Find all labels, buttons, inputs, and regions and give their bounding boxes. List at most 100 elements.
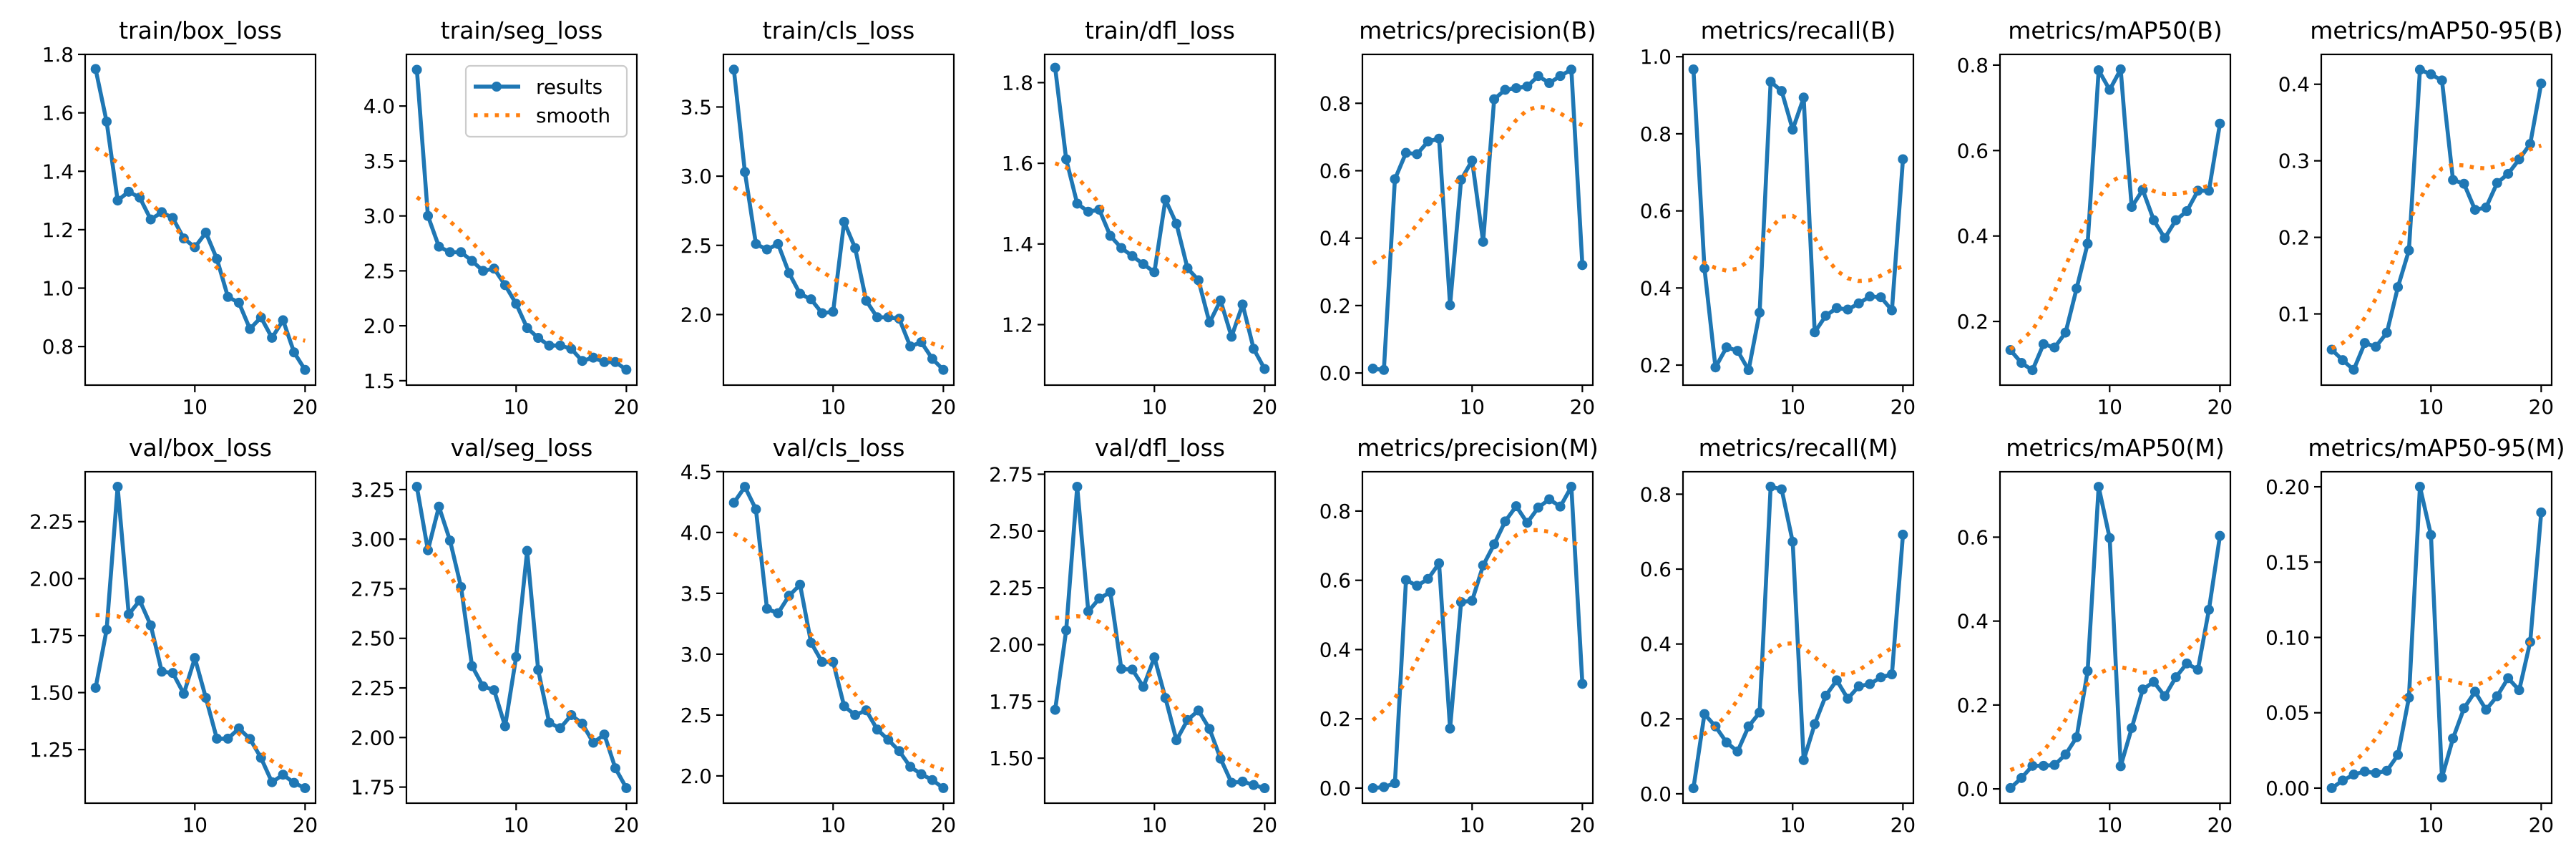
results-line <box>1372 67 1585 372</box>
x-tick-label: 20 <box>614 395 639 419</box>
results-point <box>1721 737 1732 748</box>
legend-results-label: results <box>536 75 602 99</box>
y-tick-label: 0.4 <box>1640 276 1672 300</box>
results-point <box>2348 770 2359 780</box>
results-point <box>1171 735 1182 746</box>
results-point <box>1215 295 1226 306</box>
results-point <box>1127 664 1138 675</box>
axes-frame <box>1043 53 1277 387</box>
results-point <box>1138 258 1148 269</box>
axes-frame <box>84 53 317 387</box>
results-point <box>2203 604 2214 615</box>
results-point <box>167 668 178 679</box>
smooth-line <box>1692 213 1904 283</box>
results-point <box>1423 573 1433 584</box>
results-point <box>883 734 894 745</box>
results-point <box>444 247 455 258</box>
smooth-line <box>1371 528 1584 722</box>
y-tick-label: 0.6 <box>1957 525 1989 549</box>
results-point <box>444 535 455 546</box>
results-point <box>1699 709 1710 719</box>
y-tick-label: 1.0 <box>1640 45 1672 69</box>
y-tick-label: 0.2 <box>1319 707 1351 731</box>
y-tick-label: 1.4 <box>42 160 74 183</box>
y-tick-label: 0.4 <box>1640 633 1672 656</box>
x-tick-label: 20 <box>2529 813 2554 837</box>
y-tick-label: 0.2 <box>1957 310 1989 334</box>
x-tick-label: 20 <box>931 813 956 837</box>
smooth-line <box>2009 174 2220 351</box>
results-point <box>751 238 761 249</box>
results-point <box>2381 327 2392 338</box>
y-tick-label: 0.20 <box>2265 475 2310 499</box>
results-point <box>773 608 784 618</box>
subplot-val-dfl-loss: val/dfl_loss 1.50 1.75 2.00 2.25 2.50 2.75 10 20 <box>989 434 1277 837</box>
results-point <box>566 709 577 720</box>
x-tick-label: 10 <box>821 813 846 837</box>
results-point <box>566 344 577 354</box>
results-point <box>2503 168 2514 179</box>
results-point <box>2148 676 2159 687</box>
results-point <box>2127 202 2137 213</box>
results-point <box>1434 133 1445 144</box>
results-point <box>2436 772 2447 783</box>
results-point <box>1886 305 1897 316</box>
y-tick-label: 4.0 <box>680 521 712 545</box>
results-point <box>1820 690 1831 701</box>
axes-frame <box>1999 470 2232 805</box>
results-point <box>850 709 861 720</box>
subplot-title: metrics/recall(M) <box>1699 434 1898 462</box>
subplot-metrics-map50-95-b: metrics/mAP50-95(B) 0.1 0.2 0.3 0.4 10 20 <box>2278 16 2563 419</box>
axes-frame <box>2320 470 2553 805</box>
results-point <box>1544 78 1555 89</box>
axes-frame <box>405 470 638 805</box>
results-point <box>112 482 123 492</box>
results-point <box>2182 658 2192 669</box>
results-point <box>467 661 477 671</box>
x-tick-label: 20 <box>614 813 639 837</box>
results-point <box>1204 724 1215 734</box>
y-tick-label: 0.6 <box>1957 139 1989 162</box>
results-point <box>1116 243 1127 253</box>
results-point <box>1688 64 1699 74</box>
smooth-line <box>2331 634 2542 777</box>
results-point <box>816 308 827 319</box>
subplot-metrics-map50-b: metrics/mAP50(B) 0.2 0.4 0.6 0.8 10 20 <box>1957 16 2233 419</box>
results-point <box>1226 331 1237 342</box>
y-tick-label: 0.2 <box>1957 694 1989 717</box>
results-point <box>761 603 772 614</box>
results-point <box>2115 761 2126 772</box>
results-point <box>1755 707 1765 718</box>
y-tick-label: 0.3 <box>2278 150 2310 173</box>
y-tick-label: 0.6 <box>1319 159 1351 183</box>
y-tick-label: 0.4 <box>2278 73 2310 97</box>
results-point <box>2093 482 2104 492</box>
results-point <box>411 482 422 492</box>
legend-box <box>464 64 628 138</box>
results-point <box>905 762 916 772</box>
results-point <box>1566 64 1576 75</box>
results-point <box>1149 652 1160 663</box>
results-point <box>2459 178 2469 189</box>
results-point <box>1721 342 1732 353</box>
subplot-title: metrics/mAP50-95(M) <box>2308 434 2565 462</box>
x-tick-label: 10 <box>821 395 846 419</box>
results-point <box>2049 759 2060 770</box>
results-point <box>621 782 632 793</box>
results-point <box>478 681 489 691</box>
results-point <box>178 689 189 699</box>
subplot-metrics-recall-m: metrics/recall(M) 0.0 0.2 0.4 0.6 0.8 10 20 <box>1640 434 1916 837</box>
results-point <box>1412 149 1423 160</box>
results-point <box>784 591 794 601</box>
results-point <box>2060 749 2071 760</box>
results-point <box>423 210 434 221</box>
axes-frame <box>722 470 955 805</box>
results-point <box>2148 215 2159 225</box>
axes-frame <box>1682 470 1915 805</box>
y-tick-label: 0.05 <box>2265 702 2310 725</box>
results-point <box>2426 69 2436 79</box>
results-point <box>1367 782 1378 793</box>
axes-frame <box>405 53 638 387</box>
results-point <box>1127 251 1138 261</box>
x-tick-label: 10 <box>504 813 529 837</box>
